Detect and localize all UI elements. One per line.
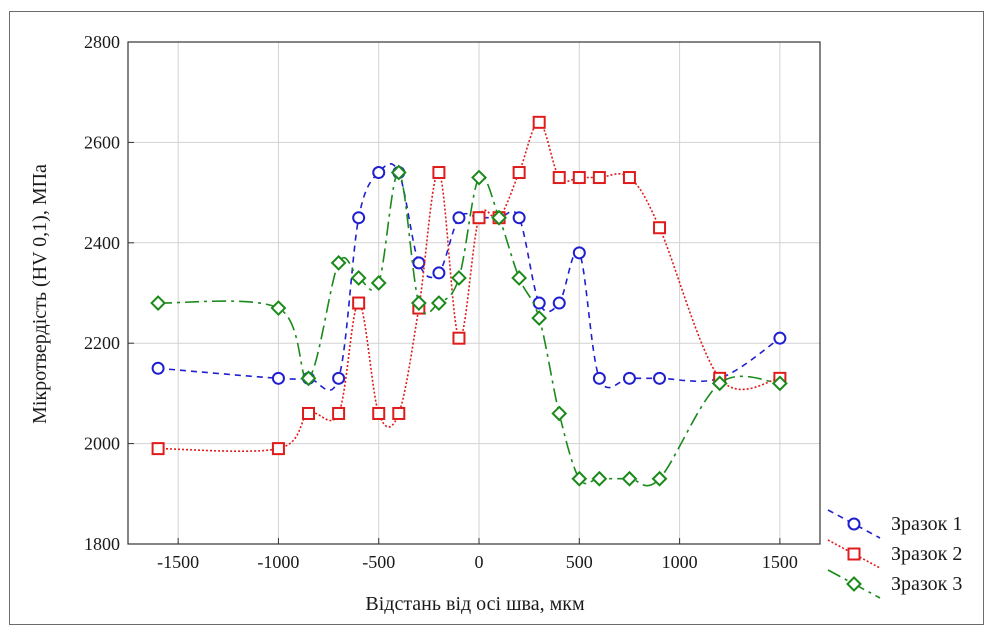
series-2-point xyxy=(592,171,606,185)
series-3-point xyxy=(451,270,467,286)
series-2-point xyxy=(512,166,526,180)
series-2-point xyxy=(572,171,586,185)
series-1-line xyxy=(158,163,781,391)
legend-marker xyxy=(846,576,862,592)
series-2 xyxy=(151,115,787,456)
series-2-point xyxy=(392,406,406,420)
series-2-point xyxy=(622,171,636,185)
series-3-point xyxy=(150,295,167,311)
series-3-point xyxy=(390,164,407,181)
series-3-point xyxy=(491,209,507,226)
x-tick-label: 500 xyxy=(566,552,593,572)
legend-entry-1: Зразок 1 xyxy=(827,509,962,539)
series-3-point xyxy=(270,300,287,316)
series-1-point xyxy=(532,296,546,310)
series-2-point xyxy=(552,171,566,185)
series-3-point xyxy=(300,370,317,387)
x-axis-ticks: -1500 -1000 -500 0 500 1000 1500 xyxy=(157,538,798,572)
series-2-point xyxy=(372,406,386,420)
series-3-point xyxy=(621,470,638,487)
series-3-point xyxy=(511,270,528,286)
series-3-point xyxy=(350,270,367,286)
series-3-point xyxy=(771,375,788,392)
series-3-point xyxy=(471,169,487,186)
series-2-point xyxy=(472,211,486,225)
legend-marker xyxy=(847,517,861,531)
y-tick-label: 2200 xyxy=(84,333,120,353)
series-1-point xyxy=(552,296,566,310)
series-2-point xyxy=(452,331,466,345)
series-2-point xyxy=(653,221,667,235)
y-tick-label: 2400 xyxy=(84,233,120,253)
series-1-point xyxy=(592,371,606,385)
series-2-point xyxy=(332,406,346,420)
series-1-point xyxy=(151,361,165,375)
plot-area-border xyxy=(127,41,821,545)
series-3-point xyxy=(531,310,548,327)
series-2-point xyxy=(302,406,316,420)
chart-frame xyxy=(9,11,984,625)
series-1-point xyxy=(412,256,426,270)
x-tick-label: 1500 xyxy=(762,552,798,572)
series-2-point xyxy=(352,296,366,310)
series-1-point xyxy=(622,371,636,385)
legend-entry-3: Зразок 3 xyxy=(827,569,962,599)
series-3-point xyxy=(330,254,347,271)
series-1-point xyxy=(332,371,346,385)
series-3-point xyxy=(651,470,668,487)
series-3-point xyxy=(551,405,568,422)
legend: Зразок 1 Зразок 2 Зразок 3 xyxy=(827,509,962,599)
legend-label: Зразок 1 xyxy=(891,513,962,535)
series-1-point xyxy=(653,371,667,385)
series-3 xyxy=(150,164,788,487)
y-axis-title: Мікротвердість (HV 0,1), МПа xyxy=(29,164,51,424)
y-axis-ticks: 1800 2000 2200 2400 2600 2800 xyxy=(84,32,134,554)
series-3-point xyxy=(591,470,608,487)
x-axis-title: Відстань від осі шва, мкм xyxy=(365,593,585,615)
y-tick-label: 2800 xyxy=(84,32,120,52)
series-2-line xyxy=(158,121,781,453)
series-3-point xyxy=(711,375,728,392)
series-3-point xyxy=(410,295,427,311)
series-3-point xyxy=(430,295,447,311)
series-2-point xyxy=(532,115,546,129)
series-3-line xyxy=(158,171,780,487)
series-2-point xyxy=(432,166,446,180)
y-tick-label: 2000 xyxy=(84,434,120,454)
series-1 xyxy=(151,163,787,391)
y-tick-label: 2600 xyxy=(84,132,120,152)
legend-label: Зразок 3 xyxy=(891,573,962,595)
series-layer xyxy=(150,115,788,487)
series-1-point xyxy=(773,331,787,345)
series-2-point xyxy=(151,442,165,456)
grid xyxy=(128,41,820,545)
series-1-point xyxy=(372,166,386,180)
series-1-point xyxy=(512,211,526,225)
series-1-point xyxy=(352,211,366,225)
x-tick-label: -1500 xyxy=(157,552,199,572)
series-3-point xyxy=(571,470,588,487)
x-tick-label: 1000 xyxy=(662,552,698,572)
series-2-point xyxy=(271,442,285,456)
series-1-point xyxy=(432,266,446,280)
legend-entry-2: Зразок 2 xyxy=(827,539,962,569)
legend-label: Зразок 2 xyxy=(891,543,962,565)
series-1-point xyxy=(572,246,586,260)
series-3-point xyxy=(370,275,387,291)
series-1-point xyxy=(452,211,466,225)
x-tick-label: -500 xyxy=(362,552,395,572)
y-tick-label: 1800 xyxy=(84,534,120,554)
x-tick-label: -1000 xyxy=(257,552,299,572)
legend-marker xyxy=(847,547,861,561)
legend-line xyxy=(827,509,881,539)
x-tick-label: 0 xyxy=(475,552,484,572)
series-1-point xyxy=(271,371,285,385)
